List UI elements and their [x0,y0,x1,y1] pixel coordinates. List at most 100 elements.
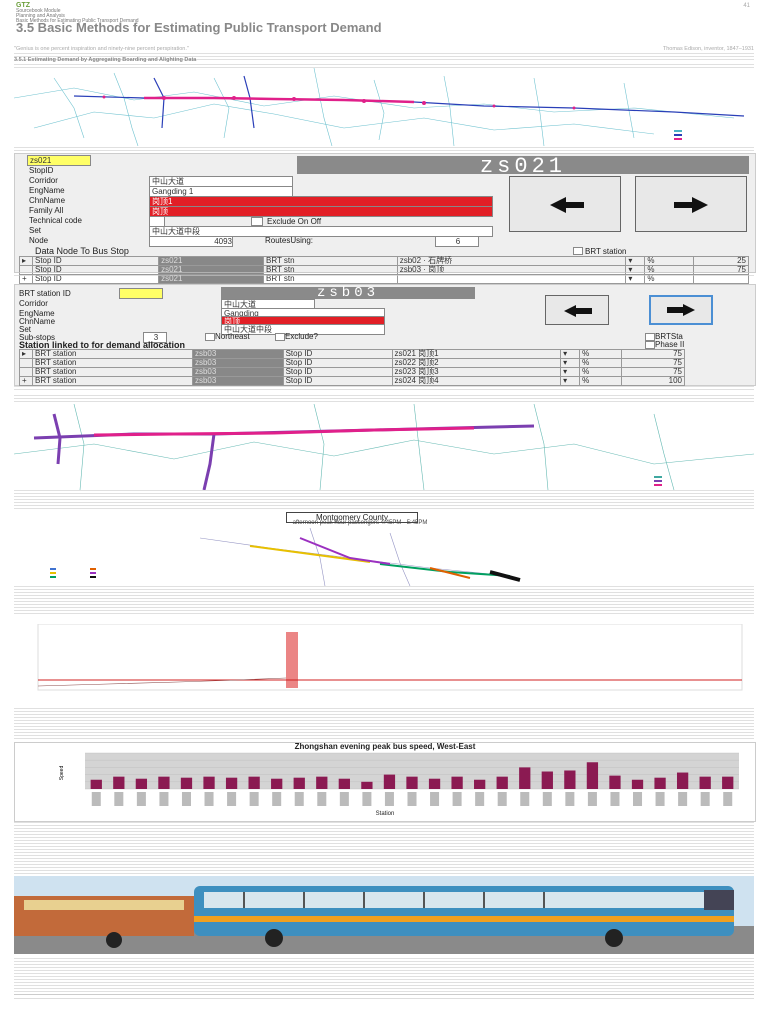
chart-title: Zhongshan evening peak bus speed, West-E… [294,742,476,751]
body-text-block [14,958,754,992]
bar [113,776,125,789]
bar [564,770,576,789]
exclude-checkbox[interactable] [251,217,263,226]
family-field[interactable]: 岗顶 [149,206,493,217]
bar [699,776,711,789]
x-tick-label [700,792,710,806]
arrow-left-icon [564,305,592,317]
montgomery-flow-map [50,528,521,586]
exclude-label: Exclude On Off [267,217,322,226]
map-legend [654,476,662,486]
label-tech-code: Technical code [29,216,82,225]
brt-station-label: BRT station [585,247,627,256]
bar-chart: Speed [59,752,739,806]
body-text-block [14,822,754,874]
northeast-checkbox[interactable] [205,333,215,341]
label-substops: Sub-stops [19,333,56,342]
x-tick-label [520,792,530,806]
bar [406,776,418,789]
brt-id-field[interactable] [119,288,163,299]
node-field[interactable]: 4093 [149,236,233,247]
exclude-checkbox[interactable] [275,333,285,341]
bar [271,778,283,789]
prev-record-button[interactable] [509,176,621,232]
chapter-line: Planning and Analysis [16,13,65,19]
table-placeholder [14,994,754,1023]
brt-code-display: zsb03 [221,286,475,300]
next-record-button[interactable] [635,176,747,232]
set-field[interactable]: 中山大道中段 [221,324,385,335]
x-tick-label [362,792,372,806]
station-link-table: ▸ BRT station zsb03 Stop ID zs021 岗顶1 ▾ … [19,349,686,386]
x-tick-label [91,792,101,806]
stop-scatter-chart [37,624,743,691]
cell[interactable]: zs024 岗顶4 [391,376,562,386]
table-row[interactable]: + Stop ID zs021 BRT stn ▾ % [19,274,750,284]
network-map-1 [14,68,754,146]
next-record-button[interactable] [649,295,713,325]
x-tick-label [227,792,237,806]
bar [722,776,734,789]
chapter-line: Sourcebook Module [16,8,61,14]
stop-id-field[interactable]: zs021 [27,155,91,166]
substops-field[interactable]: 3 [143,332,167,343]
x-tick-label [542,792,552,806]
body-text-block [14,147,754,155]
body-text-block [14,53,754,61]
x-tick-label [678,792,688,806]
stop-editor-form: zs021 StopID Corridor EngName ChnName Fa… [14,153,756,284]
x-tick-label [204,792,214,806]
routes-label: RoutesUsing: [265,236,314,245]
brt-station-checkbox[interactable] [573,247,583,255]
bar [316,776,328,789]
table-row[interactable]: ▸ Stop ID zs021 BRT stn zsb02 · 石牌桥 ▾ % … [19,256,750,266]
x-tick-label [452,792,462,806]
figure-caption [14,386,754,391]
bar [451,776,463,789]
quote-attribution: Thomas Edison, inventor, 1847–1931 [662,46,754,52]
bar [338,778,350,789]
x-tick-label [114,792,124,806]
x-tick-label [565,792,575,806]
x-tick-label [384,792,394,806]
intro-quote: "Genius is one percent inspiration and n… [14,46,754,52]
label-family: Family All [29,206,64,215]
set-field[interactable]: 中山大道中段 [149,226,493,237]
table-row[interactable]: + BRT station zsb03 Stop ID zs024 岗顶4 ▾ … [19,376,686,386]
brtsta-checkbox[interactable] [645,333,655,341]
bar [248,776,260,789]
x-tick-label [339,792,349,806]
cell[interactable]: 100 [620,376,686,386]
x-tick-label [407,792,417,806]
phase-checkbox[interactable] [645,341,655,349]
bar [586,762,599,789]
page-header: GTZ Sourcebook Module Planning and Analy… [16,2,752,24]
speed-chart-frame: Zhongshan evening peak bus speed, West-E… [14,742,756,822]
bar [609,775,621,789]
label-set: Set [29,226,42,235]
label-chnname: ChnName [19,317,56,326]
bar [293,777,305,789]
exclude-label: Exclude? [285,332,318,341]
cell: zsb03 [191,376,284,386]
label-brt-station-id: BRT station ID [19,289,71,298]
bus-photo [14,876,754,954]
label-engname: EngName [29,186,65,195]
x-tick-label [249,792,259,806]
map-legend [50,568,96,578]
arrow-left-icon [550,197,584,213]
arrow-right-icon [674,197,708,213]
label-corridor: Corridor [19,299,48,308]
prev-record-button[interactable] [545,295,609,325]
bar [519,767,531,789]
brt-station-form: BRT station ID Corridor EngName ChnName … [14,284,756,386]
bar [541,771,553,789]
cell: % [579,376,622,386]
routes-field[interactable]: 6 [435,236,479,247]
body-text-block [14,586,754,614]
bar [361,781,373,789]
label-corridor: Corridor [29,176,58,185]
label-set: Set [19,325,32,334]
x-tick-label [430,792,440,806]
stop-code-display: zs021 [297,156,749,178]
